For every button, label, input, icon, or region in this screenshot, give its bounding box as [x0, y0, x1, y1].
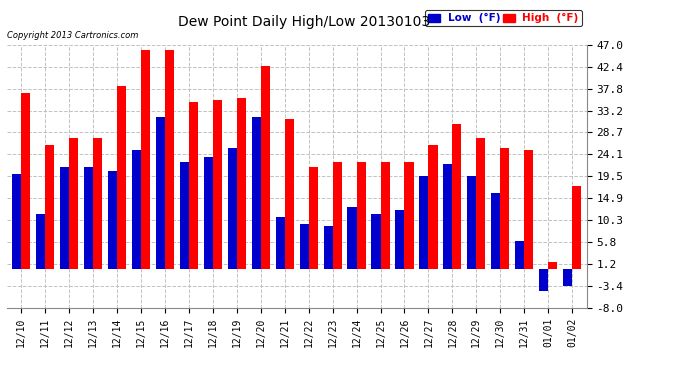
Bar	[165, 50, 174, 269]
Bar	[93, 138, 102, 269]
Bar	[395, 210, 404, 269]
Bar	[36, 214, 46, 269]
Bar	[69, 138, 78, 269]
Bar	[324, 226, 333, 269]
Text: Copyright 2013 Cartronics.com: Copyright 2013 Cartronics.com	[7, 31, 138, 40]
Bar	[237, 98, 246, 269]
Bar	[228, 148, 237, 269]
Bar	[213, 100, 222, 269]
Bar	[563, 269, 572, 286]
Bar	[108, 171, 117, 269]
Bar	[348, 207, 357, 269]
Bar	[84, 167, 93, 269]
Bar	[252, 117, 261, 269]
Bar	[539, 269, 548, 291]
Bar	[453, 124, 462, 269]
Text: Dew Point Daily High/Low 20130103: Dew Point Daily High/Low 20130103	[177, 15, 430, 29]
Legend: Low  (°F), High  (°F): Low (°F), High (°F)	[425, 10, 582, 26]
Bar	[261, 66, 270, 269]
Bar	[180, 162, 189, 269]
Bar	[467, 176, 476, 269]
Bar	[548, 262, 558, 269]
Bar	[308, 167, 318, 269]
Bar	[357, 162, 366, 269]
Bar	[132, 150, 141, 269]
Bar	[12, 174, 21, 269]
Bar	[404, 162, 413, 269]
Bar	[491, 193, 500, 269]
Bar	[60, 167, 69, 269]
Bar	[333, 162, 342, 269]
Bar	[500, 148, 509, 269]
Bar	[21, 93, 30, 269]
Bar	[371, 214, 380, 269]
Bar	[299, 224, 308, 269]
Bar	[572, 186, 581, 269]
Bar	[189, 102, 198, 269]
Bar	[524, 150, 533, 269]
Bar	[420, 176, 428, 269]
Bar	[476, 138, 486, 269]
Bar	[515, 241, 524, 269]
Bar	[117, 86, 126, 269]
Bar	[380, 162, 390, 269]
Bar	[275, 217, 285, 269]
Bar	[285, 119, 294, 269]
Bar	[156, 117, 165, 269]
Bar	[141, 50, 150, 269]
Bar	[46, 145, 55, 269]
Bar	[443, 164, 453, 269]
Bar	[428, 145, 437, 269]
Bar	[204, 157, 213, 269]
